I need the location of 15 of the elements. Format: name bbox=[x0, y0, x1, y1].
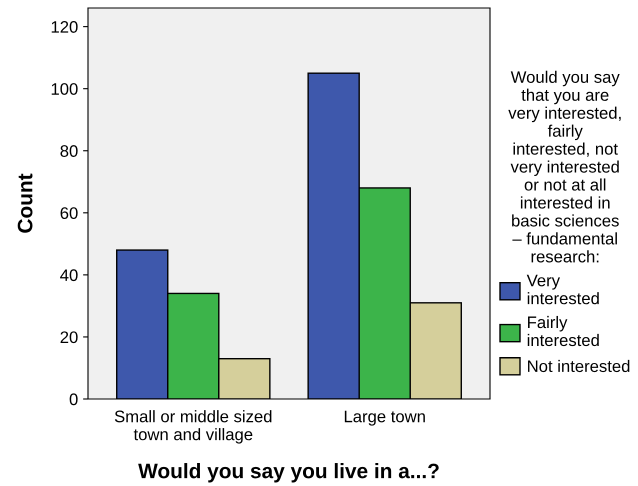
x-tick-label: Large town bbox=[344, 410, 425, 426]
y-tick-label: 100 bbox=[52, 83, 78, 95]
y-tick-label: 60 bbox=[60, 207, 78, 220]
x-tick-label: Small or middle sized town and village bbox=[114, 410, 272, 444]
y-tick-label: 80 bbox=[60, 145, 78, 157]
x-axis-title: Would you say you live in a...? bbox=[138, 463, 439, 482]
y-tick-label: 40 bbox=[60, 269, 78, 282]
legend-label: Very interested bbox=[526, 274, 599, 304]
legend-label: Not interested bbox=[528, 360, 630, 372]
text: Would you say that you are very interested, fairly interested, not very interested or not at all interested in basic sciences – fundamental research: bbox=[508, 70, 621, 262]
y-tick-label: 0 bbox=[70, 393, 78, 406]
y-axis-title: Count bbox=[18, 174, 32, 233]
y-tick-label: 20 bbox=[60, 331, 78, 344]
y-tick-label: 120 bbox=[52, 21, 78, 33]
legend-label: Fairly interested bbox=[528, 316, 599, 346]
